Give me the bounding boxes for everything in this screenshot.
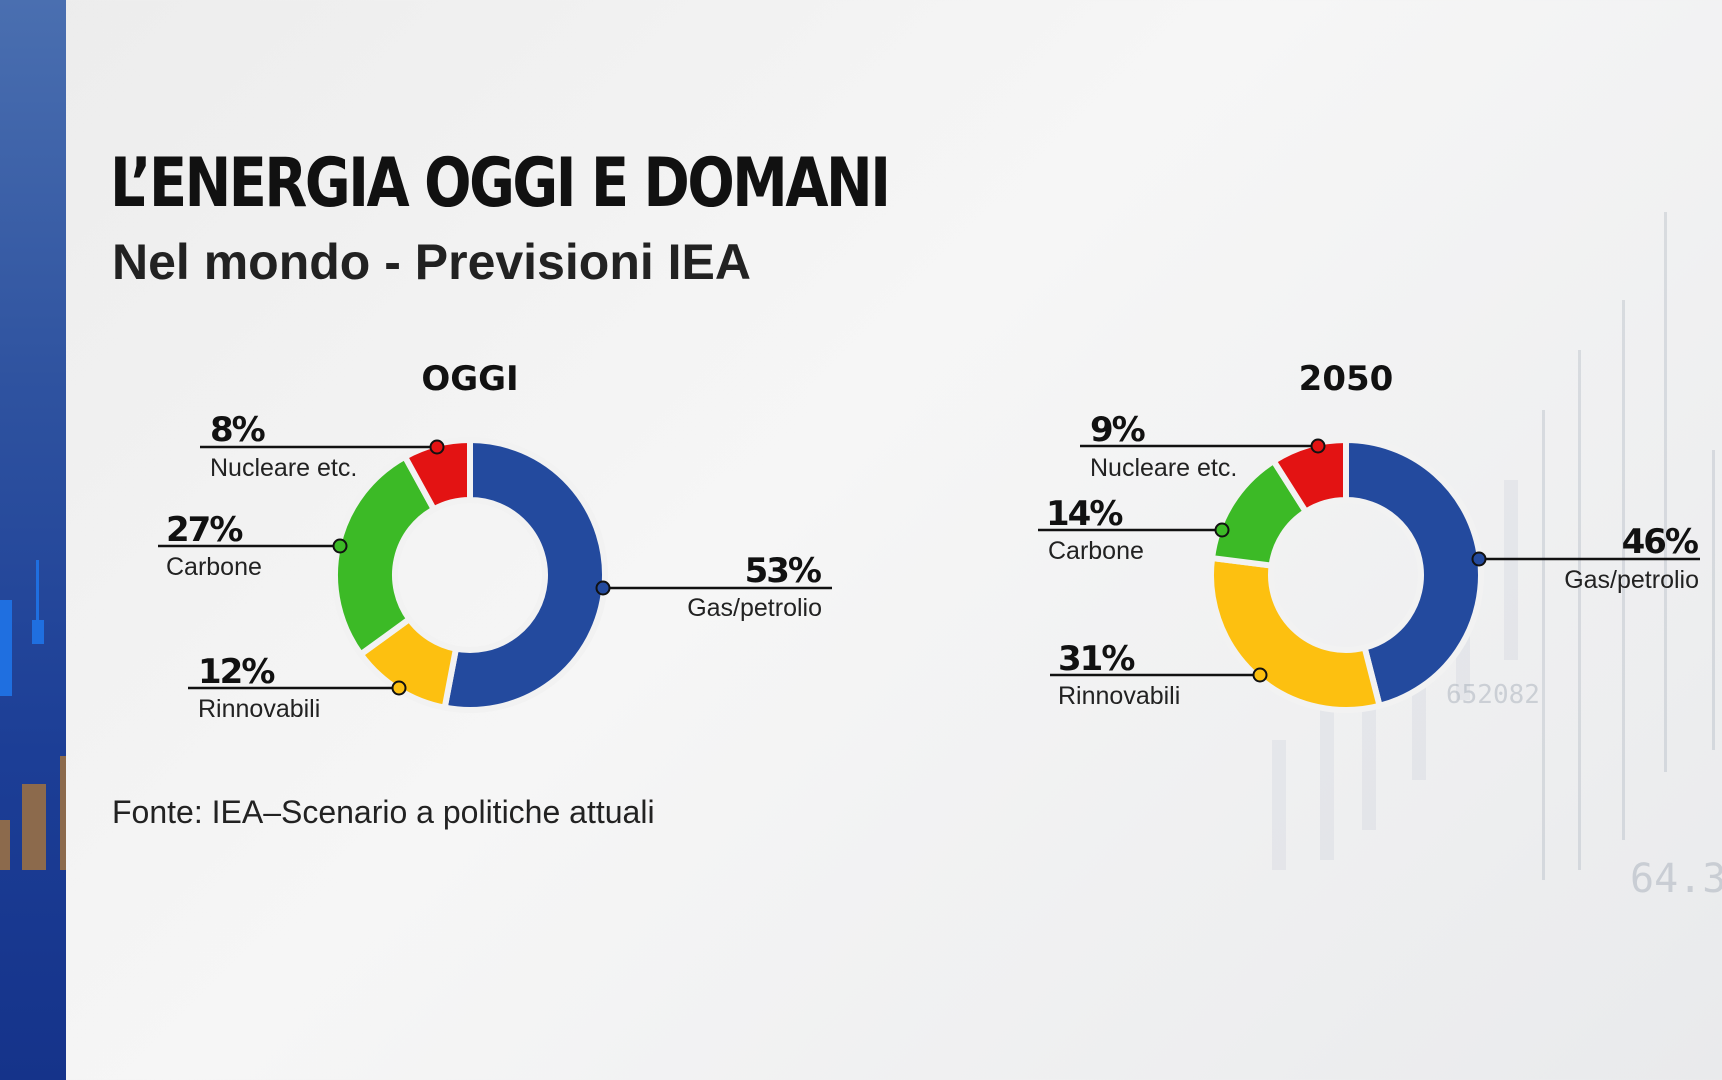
slice-carbone <box>332 452 438 659</box>
slice-rinnovabili <box>1208 554 1384 713</box>
background-number-1: 652082 <box>1446 680 1540 710</box>
category-label-gas-petrolio: Gas/petrolio <box>1564 566 1699 594</box>
leader-dot-carbone <box>1214 522 1230 538</box>
pct-label-nucleare-etc: 9% <box>1090 410 1145 450</box>
pct-label-gas-petrolio: 53% <box>745 551 821 591</box>
leader-dot-gas-petrolio <box>595 580 611 596</box>
slice-gas-petrolio <box>1343 436 1484 710</box>
leader-dot-rinnovabili <box>1252 667 1268 683</box>
category-label-carbone: Carbone <box>1048 537 1144 565</box>
pct-label-rinnovabili: 12% <box>198 652 274 692</box>
slice-gas-petrolio <box>441 436 608 713</box>
leader-dot-nucleare-etc <box>429 439 445 455</box>
slice-nucleare-etc <box>400 436 473 514</box>
leader-dot-rinnovabili <box>391 680 407 696</box>
category-label-rinnovabili: Rinnovabili <box>1058 682 1180 710</box>
pct-label-carbone: 27% <box>166 510 242 550</box>
slice-nucleare-etc <box>1269 436 1349 516</box>
pct-label-rinnovabili: 31% <box>1058 639 1134 679</box>
background-number-2: 64.3 <box>1630 856 1722 902</box>
pct-label-carbone: 14% <box>1046 494 1122 534</box>
side-decoration-strip <box>0 0 66 1080</box>
chart-title: OGGI <box>421 359 518 399</box>
category-label-nucleare-etc: Nucleare etc. <box>210 454 357 482</box>
category-label-gas-petrolio: Gas/petrolio <box>687 594 822 622</box>
source-note: Fonte: IEA–Scenario a politiche attuali <box>112 794 655 830</box>
page-subtitle: Nel mondo - Previsioni IEA <box>112 234 751 290</box>
category-label-carbone: Carbone <box>166 553 262 581</box>
leader-dot-carbone <box>332 538 348 554</box>
category-label-rinnovabili: Rinnovabili <box>198 695 320 723</box>
donut-chart-2050: 2050 46% Gas/petrolio 31% Rinnovabili 14% Carb… <box>1038 359 1700 713</box>
category-label-nucleare-etc: Nucleare etc. <box>1090 454 1237 482</box>
leader-dot-nucleare-etc <box>1310 438 1326 454</box>
donut-chart-oggi: OGGI 53% Gas/petrolio 12% Rinnovabili 27% Carb… <box>158 359 832 723</box>
page-title: L’ENERGIA OGGI E DOMANI <box>110 144 891 223</box>
pct-label-gas-petrolio: 46% <box>1622 522 1698 562</box>
leader-dot-gas-petrolio <box>1471 551 1487 567</box>
pct-label-nucleare-etc: 8% <box>210 410 265 450</box>
chart-title: 2050 <box>1299 359 1394 399</box>
